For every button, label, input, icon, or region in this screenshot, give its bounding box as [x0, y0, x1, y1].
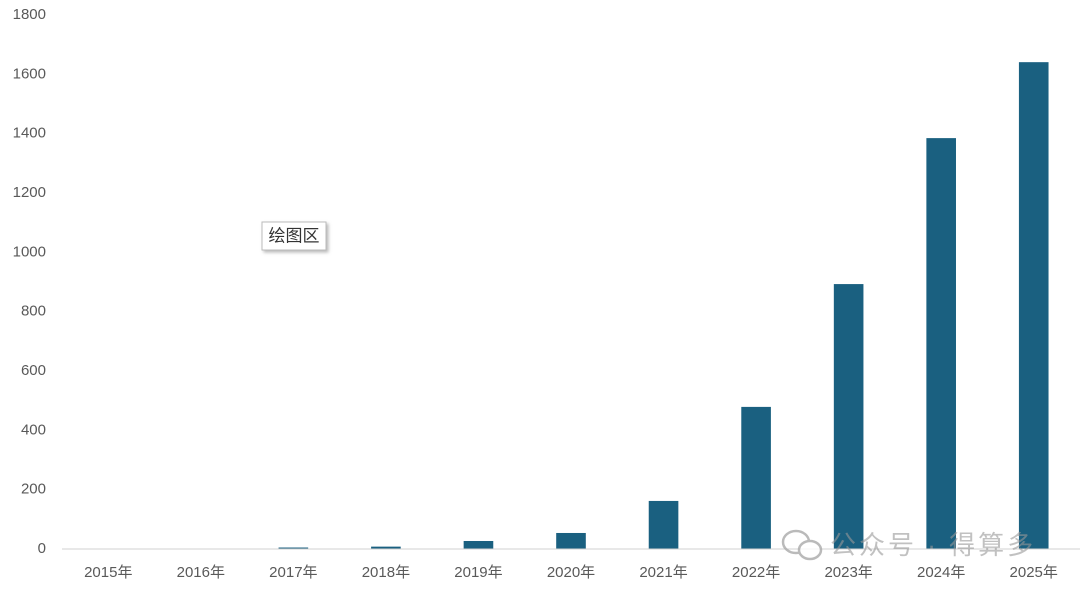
- watermark-text: 公众号 · 得算多: [830, 530, 1036, 560]
- x-tick-label: 2015年: [84, 564, 132, 581]
- y-tick-label: 1600: [13, 65, 46, 82]
- y-tick-label: 0: [38, 540, 46, 557]
- y-tick-label: 200: [21, 481, 46, 498]
- y-tick-label: 800: [21, 303, 46, 320]
- y-tick-label: 400: [21, 421, 46, 438]
- x-tick-label: 2018年: [362, 564, 410, 581]
- x-tick-label: 2024年: [917, 564, 965, 581]
- bar: [741, 406, 771, 549]
- bar: [926, 138, 956, 549]
- bar: [278, 547, 309, 549]
- y-tick-label: 1800: [13, 6, 46, 23]
- bar: [371, 546, 401, 549]
- x-tick-label: 2022年: [732, 564, 780, 581]
- x-tick-label: 2025年: [1010, 564, 1058, 581]
- bar: [463, 540, 494, 549]
- tooltip-box: [261, 221, 327, 251]
- y-tick-label: 600: [21, 362, 46, 379]
- bar: [1018, 62, 1049, 550]
- watermark-icon: [797, 539, 823, 561]
- bar: [648, 500, 679, 549]
- x-tick-label: 2020年: [547, 564, 595, 581]
- x-tick-label: 2019年: [454, 564, 502, 581]
- tooltip-text: 绘图区: [269, 226, 320, 245]
- bar: [556, 532, 586, 549]
- x-tick-label: 2021年: [639, 564, 687, 581]
- x-tick-label: 2016年: [177, 564, 225, 581]
- watermark: 公众号 · 得算多: [781, 529, 1036, 561]
- tooltip: 绘图区: [261, 221, 327, 251]
- x-tick-label: 2023年: [824, 564, 872, 581]
- y-tick-label: 1200: [13, 184, 46, 201]
- bar: [833, 284, 864, 549]
- y-tick-label: 1000: [13, 243, 46, 260]
- x-tick-label: 2017年: [269, 564, 317, 581]
- y-tick-label: 1400: [13, 125, 46, 142]
